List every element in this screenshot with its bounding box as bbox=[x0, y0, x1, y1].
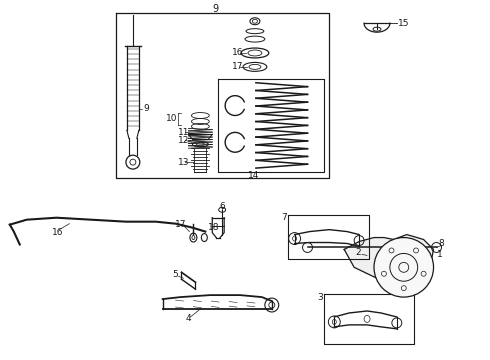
Text: 9: 9 bbox=[144, 104, 149, 113]
Text: 18: 18 bbox=[208, 223, 220, 232]
Text: 4: 4 bbox=[185, 314, 191, 323]
Text: 7: 7 bbox=[282, 213, 288, 222]
Text: 8: 8 bbox=[439, 239, 444, 248]
Text: 12: 12 bbox=[177, 136, 189, 145]
Text: 16: 16 bbox=[51, 228, 63, 237]
Text: 17: 17 bbox=[232, 62, 244, 71]
Text: 10: 10 bbox=[166, 114, 177, 123]
Polygon shape bbox=[344, 235, 434, 284]
Text: 3: 3 bbox=[318, 293, 323, 302]
Text: 11: 11 bbox=[177, 128, 189, 137]
Text: 16: 16 bbox=[232, 49, 244, 58]
Text: 1: 1 bbox=[437, 250, 442, 259]
Text: 9: 9 bbox=[212, 4, 218, 14]
Text: 17: 17 bbox=[174, 220, 186, 229]
Text: 13: 13 bbox=[177, 158, 189, 167]
Text: 15: 15 bbox=[398, 19, 409, 28]
Text: 5: 5 bbox=[172, 270, 178, 279]
Text: 14: 14 bbox=[248, 171, 259, 180]
Text: 6: 6 bbox=[219, 202, 225, 211]
Circle shape bbox=[374, 238, 434, 297]
Text: 2: 2 bbox=[355, 248, 361, 257]
